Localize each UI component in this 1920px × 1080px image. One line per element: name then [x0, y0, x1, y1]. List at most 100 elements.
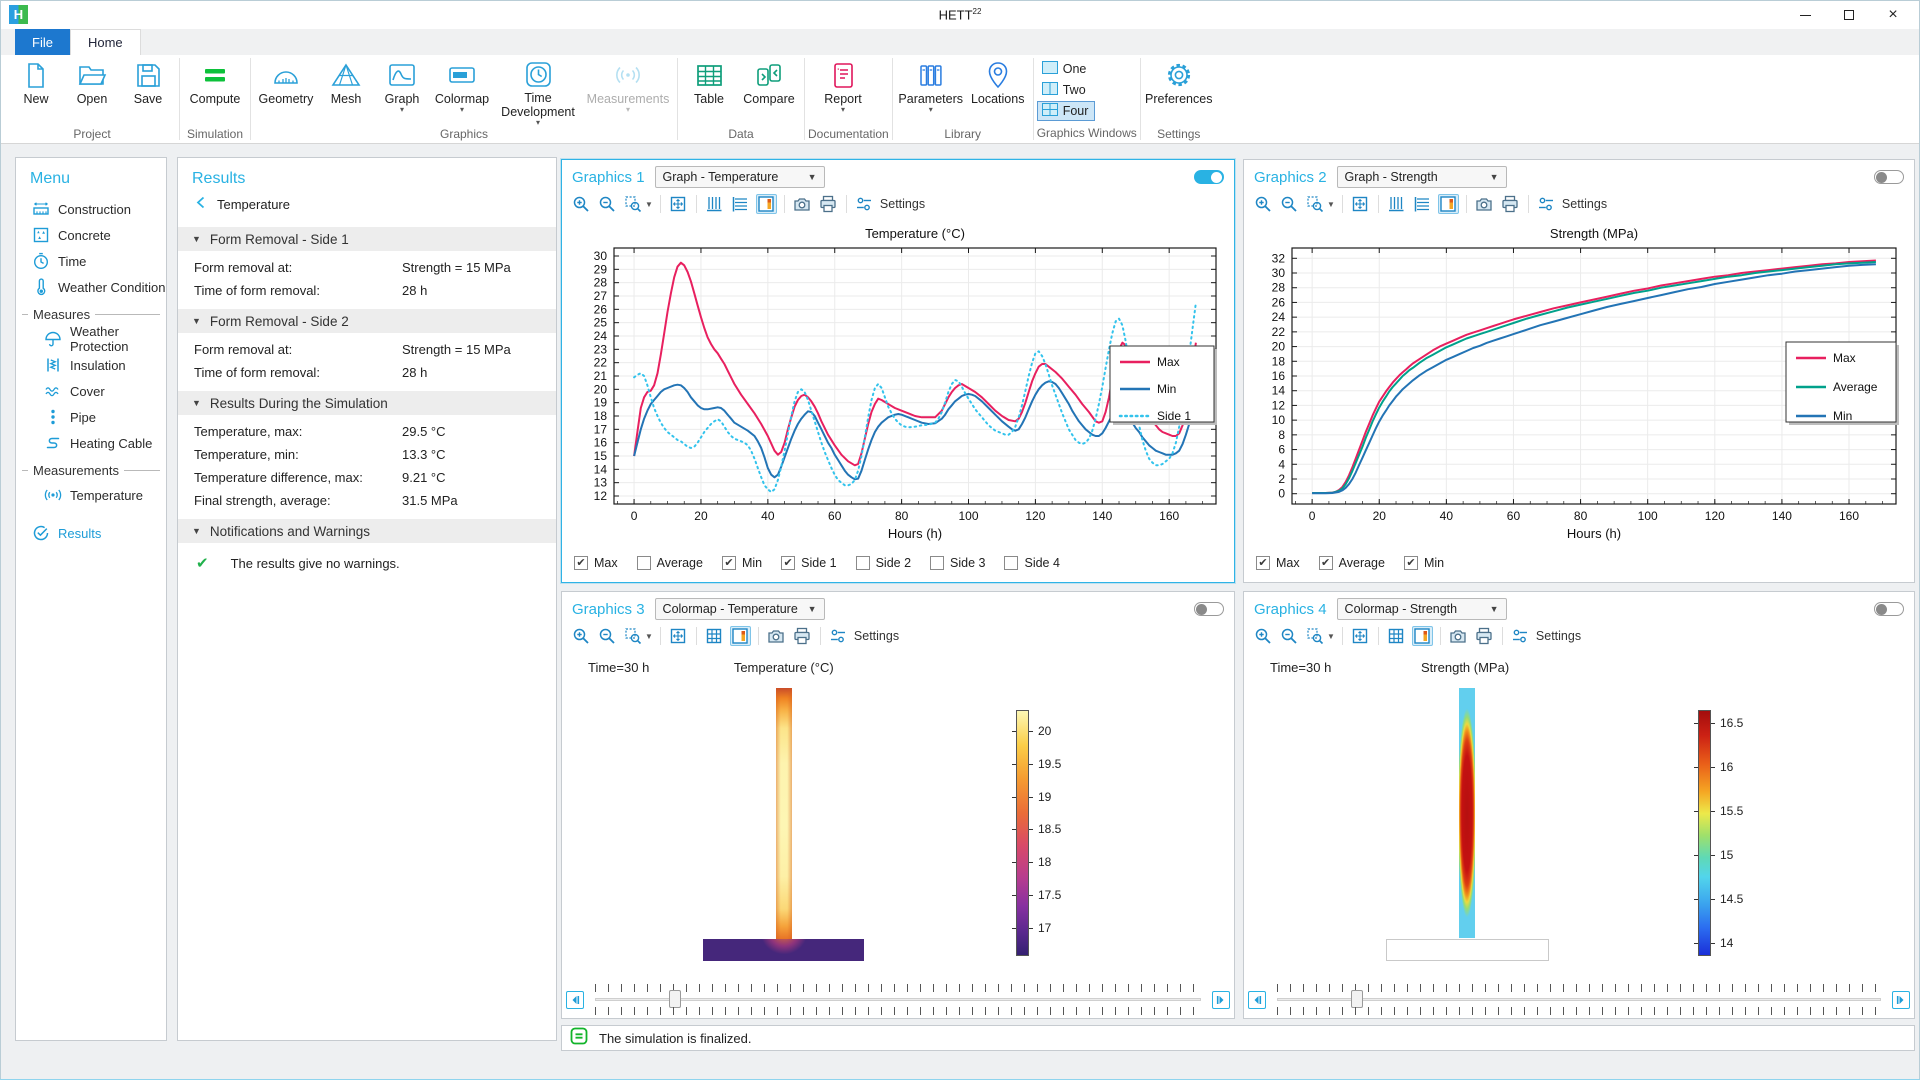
tab-home[interactable]: Home: [69, 29, 141, 55]
strength-colormap-view[interactable]: Time=30 h Strength (MPa) 16.5 16 15.5 15 14.…: [1244, 650, 1914, 964]
maximize-button[interactable]: [1827, 1, 1871, 29]
chevron-down-icon[interactable]: ▼: [1327, 631, 1335, 641]
print-button[interactable]: [1474, 626, 1495, 646]
menu-item-weather-protection[interactable]: Weather Protection: [16, 324, 166, 354]
preferences-button[interactable]: Preferences: [1144, 55, 1214, 127]
temperature-line-chart[interactable]: 0 20 40 60 80 100 120 140 1601213141516171819202…: [566, 220, 1230, 550]
zoom-region-button[interactable]: [1304, 626, 1325, 646]
camera-button[interactable]: [1474, 194, 1495, 214]
zoom-in-button[interactable]: [1252, 194, 1273, 214]
section-header-form-removal-side1[interactable]: ▼ Form Removal - Side 1: [178, 227, 556, 251]
y-grid-button[interactable]: [730, 194, 751, 214]
time-development-button[interactable]: Time Development ▾: [494, 55, 582, 127]
checkbox-max[interactable]: Max: [574, 556, 618, 570]
close-button[interactable]: ×: [1871, 1, 1915, 29]
graphics4-toggle[interactable]: [1874, 602, 1904, 616]
checkbox-min[interactable]: Min: [1403, 556, 1444, 570]
graphics4-view-dropdown[interactable]: Colormap - Strength ▼: [1336, 598, 1507, 620]
mesh-grid-button[interactable]: [704, 626, 725, 646]
checkbox-side2[interactable]: Side 2: [855, 556, 911, 570]
graphics1-toggle[interactable]: [1194, 170, 1224, 184]
graphics2-toggle[interactable]: [1874, 170, 1904, 184]
settings-button[interactable]: Settings: [828, 626, 899, 646]
zoom-region-button[interactable]: [1304, 194, 1325, 214]
checkbox-average[interactable]: Average: [636, 556, 703, 570]
y-grid-button[interactable]: [1412, 194, 1433, 214]
compute-button[interactable]: Compute: [183, 55, 247, 127]
open-button[interactable]: Open: [64, 55, 120, 127]
section-header-notifications[interactable]: ▼ Notifications and Warnings: [178, 519, 556, 543]
slider-thumb[interactable]: [669, 990, 682, 1008]
layout-four-button[interactable]: Four: [1036, 101, 1096, 121]
time-slider[interactable]: [1271, 984, 1887, 1015]
checkbox-min[interactable]: Min: [721, 556, 762, 570]
zoom-region-button[interactable]: [622, 626, 643, 646]
camera-button[interactable]: [766, 626, 787, 646]
menu-item-concrete[interactable]: Concrete: [16, 222, 166, 248]
x-grid-button[interactable]: [1386, 194, 1407, 214]
settings-button[interactable]: Settings: [1510, 626, 1581, 646]
parameters-button[interactable]: Parameters ▾: [896, 55, 966, 127]
menu-item-insulation[interactable]: Insulation: [16, 352, 166, 378]
step-forward-button[interactable]: [1212, 990, 1230, 1009]
zoom-out-button[interactable]: [1278, 194, 1299, 214]
menu-item-temperature[interactable]: Temperature: [16, 482, 166, 508]
chevron-down-icon[interactable]: ▼: [1327, 199, 1335, 209]
graphics1-view-dropdown[interactable]: Graph - Temperature ▼: [654, 166, 825, 188]
section-header-form-removal-side2[interactable]: ▼ Form Removal - Side 2: [178, 309, 556, 333]
checkbox-side3[interactable]: Side 3: [930, 556, 985, 570]
chevron-down-icon[interactable]: ▼: [645, 631, 653, 641]
colormap-panel-button[interactable]: [1437, 194, 1459, 214]
compare-button[interactable]: Compare: [737, 55, 801, 127]
geometry-button[interactable]: Geometry: [254, 55, 318, 127]
zoom-extents-button[interactable]: [668, 626, 689, 646]
table-button[interactable]: Table: [681, 55, 737, 127]
checkbox-side1[interactable]: Side 1: [781, 556, 837, 570]
checkbox-average[interactable]: Average: [1318, 556, 1385, 570]
colormap-panel-button[interactable]: [1411, 626, 1433, 646]
zoom-in-button[interactable]: [570, 194, 591, 214]
mesh-button[interactable]: Mesh: [318, 55, 374, 127]
zoom-in-button[interactable]: [570, 626, 591, 646]
layout-one-button[interactable]: One: [1037, 59, 1096, 79]
camera-button[interactable]: [1448, 626, 1469, 646]
slider-thumb[interactable]: [1351, 990, 1364, 1008]
zoom-extents-button[interactable]: [1350, 626, 1371, 646]
locations-button[interactable]: Locations: [966, 55, 1030, 127]
menu-item-time[interactable]: Time: [16, 248, 166, 274]
zoom-out-button[interactable]: [1278, 626, 1299, 646]
layout-two-button[interactable]: Two: [1037, 80, 1096, 100]
step-back-button[interactable]: [566, 990, 584, 1009]
graphics2-view-dropdown[interactable]: Graph - Strength ▼: [1336, 166, 1507, 188]
checkbox-max[interactable]: Max: [1256, 556, 1300, 570]
graphics3-toggle[interactable]: [1194, 602, 1224, 616]
zoom-region-button[interactable]: [622, 194, 643, 214]
colormap-button[interactable]: Colormap ▾: [430, 55, 494, 127]
menu-item-results[interactable]: Results: [16, 520, 166, 546]
zoom-extents-button[interactable]: [668, 194, 689, 214]
measurements-button[interactable]: Measurements ▾: [582, 55, 674, 127]
menu-item-cover[interactable]: Cover: [16, 378, 166, 404]
step-back-button[interactable]: [1248, 990, 1266, 1009]
settings-button[interactable]: Settings: [1536, 194, 1607, 214]
new-button[interactable]: New: [8, 55, 64, 127]
camera-button[interactable]: [792, 194, 813, 214]
zoom-out-button[interactable]: [596, 194, 617, 214]
zoom-in-button[interactable]: [1252, 626, 1273, 646]
report-button[interactable]: Report ▾: [808, 55, 878, 127]
zoom-out-button[interactable]: [596, 626, 617, 646]
minimize-button[interactable]: [1783, 1, 1827, 29]
tab-file[interactable]: File: [15, 29, 70, 55]
step-forward-button[interactable]: [1892, 990, 1910, 1009]
print-button[interactable]: [792, 626, 813, 646]
menu-item-construction[interactable]: Construction: [16, 196, 166, 222]
chevron-down-icon[interactable]: ▼: [645, 199, 653, 209]
menu-item-heating-cable[interactable]: Heating Cable: [16, 430, 166, 456]
save-button[interactable]: Save: [120, 55, 176, 127]
graph-button[interactable]: Graph ▾: [374, 55, 430, 127]
print-button[interactable]: [818, 194, 839, 214]
section-header-results-during-simulation[interactable]: ▼ Results During the Simulation: [178, 391, 556, 415]
menu-item-weather-condition[interactable]: Weather Condition: [16, 274, 166, 300]
breadcrumb[interactable]: Temperature: [178, 196, 556, 220]
mesh-grid-button[interactable]: [1386, 626, 1407, 646]
